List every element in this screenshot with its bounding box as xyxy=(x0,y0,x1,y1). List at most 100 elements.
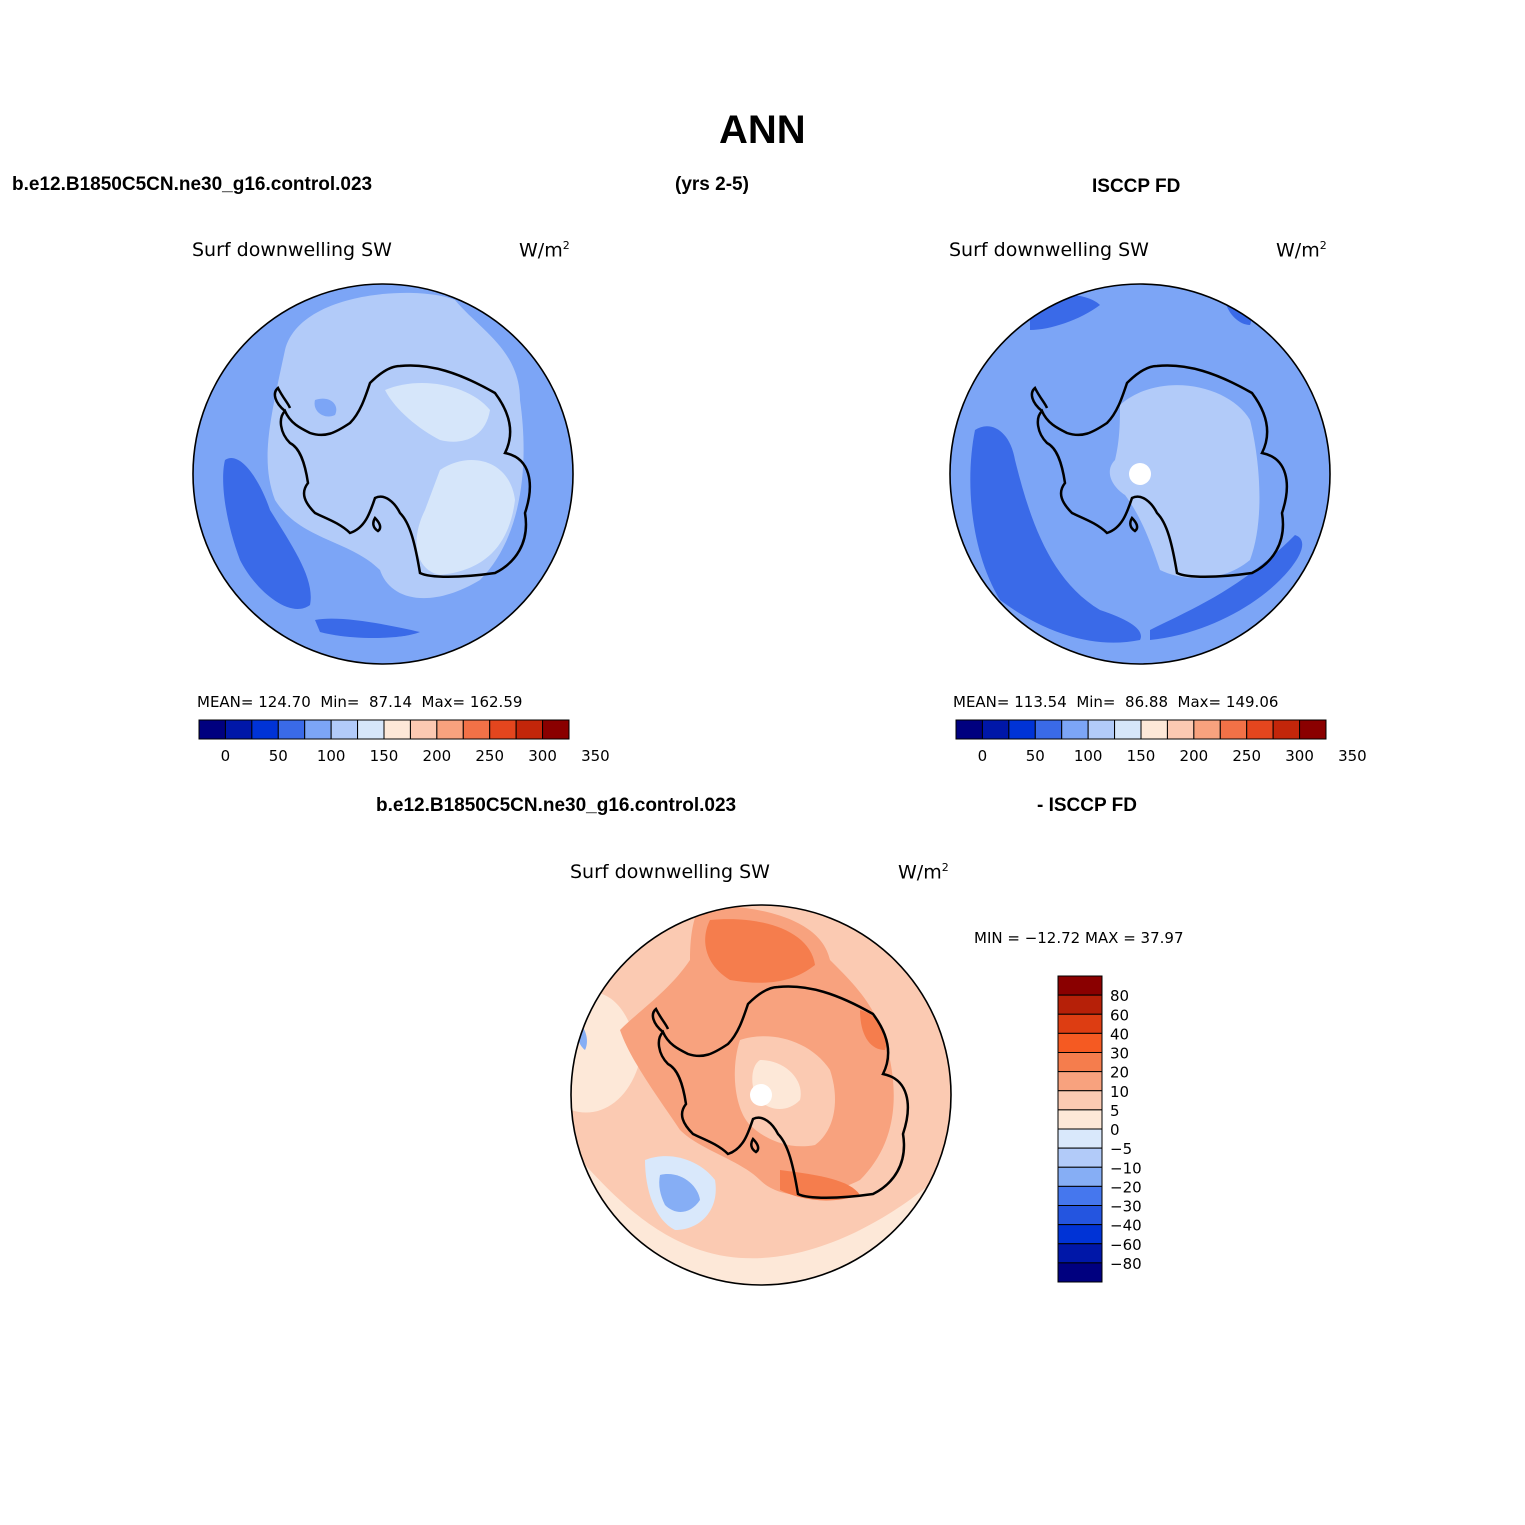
panel1-field-200-250-b xyxy=(416,460,515,575)
panel1-units: W/m2 xyxy=(519,239,570,261)
panel1-min: 87.14 xyxy=(369,693,412,711)
panel3-colorbar-box-1 xyxy=(1057,994,1103,1015)
panel3-colorbar-tick-0: 80 xyxy=(1110,987,1129,1005)
panel1-field-200-250-a xyxy=(385,382,490,442)
panel3-map xyxy=(570,904,952,1286)
panel3-colorbar-tick-11: −30 xyxy=(1110,1198,1142,1216)
panel2-units-exp: 2 xyxy=(1319,239,1327,252)
diff-obs-header: - ISCCP FD xyxy=(1037,795,1137,816)
panel2-colorbar-box-8 xyxy=(1166,719,1195,740)
panel1-mean: 124.70 xyxy=(258,693,311,711)
panel1-field-100-150-b xyxy=(314,398,337,417)
panel2-colorbar-tick-5: 250 xyxy=(1232,747,1261,765)
panel2-units-label: W/m xyxy=(1276,239,1320,262)
panel3-variable-label: Surf downwelling SW xyxy=(570,861,770,883)
panel3-colorbar-tick-1: 60 xyxy=(1110,1006,1129,1024)
diff-case-header: b.e12.B1850C5CN.ne30_g16.control.023 xyxy=(376,795,737,816)
panel3-pole-mask xyxy=(750,1084,772,1106)
panel3-colorbar-box-8 xyxy=(1057,1128,1103,1149)
panel1-colorbar-box-9 xyxy=(436,719,464,740)
panel1-map xyxy=(192,283,574,665)
panel2-colorbar-box-10 xyxy=(1219,719,1248,740)
panel1-colorbar-box-12 xyxy=(515,719,544,740)
panel1-colorbar-tick-0: 0 xyxy=(221,747,231,765)
panel1-max-label: Max= xyxy=(421,693,466,711)
panel2-field-50-100-a xyxy=(970,426,1141,643)
panel1-colorbar-box-5 xyxy=(330,719,359,740)
panel3-colorbar-tick-13: −60 xyxy=(1110,1236,1142,1254)
panel3-units-label: W/m xyxy=(898,861,942,884)
panel3-colorbar-tick-14: −80 xyxy=(1110,1255,1142,1273)
panel1-colorbar-tick-6: 300 xyxy=(528,747,557,765)
panel3-colorbar-box-4 xyxy=(1057,1052,1103,1073)
panel1-colorbar-box-13 xyxy=(542,719,570,740)
figure-title: ANN xyxy=(719,108,806,152)
panel1-min-label: Min= xyxy=(320,693,360,711)
panel2-colorbar-tick-1: 50 xyxy=(1026,747,1045,765)
panel1-colorbar-tick-1: 50 xyxy=(269,747,288,765)
panel3-colorbar-box-7 xyxy=(1057,1109,1103,1130)
panel3-map-border xyxy=(570,904,952,1286)
panel1-stats: MEAN= 124.70 Min= 87.14 Max= 162.59 xyxy=(197,693,522,711)
panel3-field-20-30-east xyxy=(860,1010,887,1050)
case-name-header: b.e12.B1850C5CN.ne30_g16.control.023 xyxy=(12,174,373,195)
panel1-colorbar-tick-2: 100 xyxy=(317,747,346,765)
panel2-colorbar-box-13 xyxy=(1299,719,1327,740)
obs-name-header: ISCCP FD xyxy=(1092,176,1181,197)
panel1-variable-label: Surf downwelling SW xyxy=(192,239,392,261)
panel3-units: W/m2 xyxy=(898,861,949,883)
panel3-field-0-5-west xyxy=(571,992,640,1113)
panel2-variable-label: Surf downwelling SW xyxy=(949,239,1149,261)
panel2-colorbar-box-6 xyxy=(1114,719,1142,740)
panel2-colorbar-tick-4: 200 xyxy=(1180,747,1209,765)
panel3-colorbar-box-14 xyxy=(1057,1243,1103,1264)
panel1-colorbar-box-0 xyxy=(198,719,226,740)
panel2-units: W/m2 xyxy=(1276,239,1327,261)
panel3-field-20-30-north xyxy=(705,919,815,983)
panel3-colorbar-tick-7: 0 xyxy=(1110,1121,1120,1139)
panel3-colorbar-tick-8: −5 xyxy=(1110,1140,1132,1158)
panel2-min-label: Min= xyxy=(1076,693,1116,711)
panel3-colorbar-box-3 xyxy=(1057,1032,1103,1053)
panel1-colorbar-box-8 xyxy=(409,719,438,740)
panel2-stats: MEAN= 113.54 Min= 86.88 Max= 149.06 xyxy=(953,693,1278,711)
panel2-colorbar-box-2 xyxy=(1008,719,1036,740)
panel1-colorbar-box-2 xyxy=(251,719,279,740)
panel1-colorbar-box-10 xyxy=(462,719,491,740)
panel2-max-label: Max= xyxy=(1177,693,1222,711)
panel1-colorbar-box-6 xyxy=(357,719,385,740)
panel2-colorbar-tick-7: 350 xyxy=(1338,747,1367,765)
panel2-map xyxy=(949,283,1331,665)
panel1-colorbar-box-4 xyxy=(304,719,332,740)
panel1-field-50-100-a xyxy=(223,458,311,609)
panel3-colorbar-tick-3: 30 xyxy=(1110,1045,1129,1063)
panel2-colorbar-box-4 xyxy=(1061,719,1089,740)
panel1-colorbar-tick-7: 350 xyxy=(581,747,610,765)
panel3-field-0-5-south xyxy=(571,1150,951,1285)
panel2-colorbar: 0 50 100 150 200 250 300 350 xyxy=(955,719,1367,765)
panel1-colorbar-tick-3: 150 xyxy=(370,747,399,765)
panel3-colorbar-box-13 xyxy=(1057,1224,1103,1245)
panel2-colorbar-box-7 xyxy=(1140,719,1168,740)
panel3-colorbar-box-0 xyxy=(1057,975,1103,996)
panel3-colorbar-box-15 xyxy=(1057,1262,1103,1283)
panel2-colorbar-tick-0: 0 xyxy=(978,747,988,765)
panel2-min: 86.88 xyxy=(1125,693,1168,711)
panel2-map-border xyxy=(949,283,1331,665)
panel2-colorbar-tick-6: 300 xyxy=(1285,747,1314,765)
panel2-field-50-100-b xyxy=(1150,535,1303,640)
panel2-colorbar-tick-2: 100 xyxy=(1074,747,1103,765)
panel2-colorbar-box-5 xyxy=(1087,719,1116,740)
panel2-max: 149.06 xyxy=(1225,693,1279,711)
panel1-colorbar-tick-5: 250 xyxy=(475,747,504,765)
panel3-colorbar-tick-9: −10 xyxy=(1110,1159,1142,1177)
panel1-colorbar-tick-4: 200 xyxy=(423,747,452,765)
panel3-colorbar-tick-2: 40 xyxy=(1110,1025,1129,1043)
panel1-colorbar-box-3 xyxy=(277,719,306,740)
panel1-colorbar: 0 50 100 150 200 250 300 350 xyxy=(198,719,610,765)
panel2-colorbar-box-12 xyxy=(1272,719,1301,740)
panel2-mean-label: MEAN= xyxy=(953,693,1010,711)
panel2-colorbar-box-0 xyxy=(955,719,983,740)
panel2-pole-mask xyxy=(1129,463,1151,485)
panel1-max: 162.59 xyxy=(469,693,523,711)
